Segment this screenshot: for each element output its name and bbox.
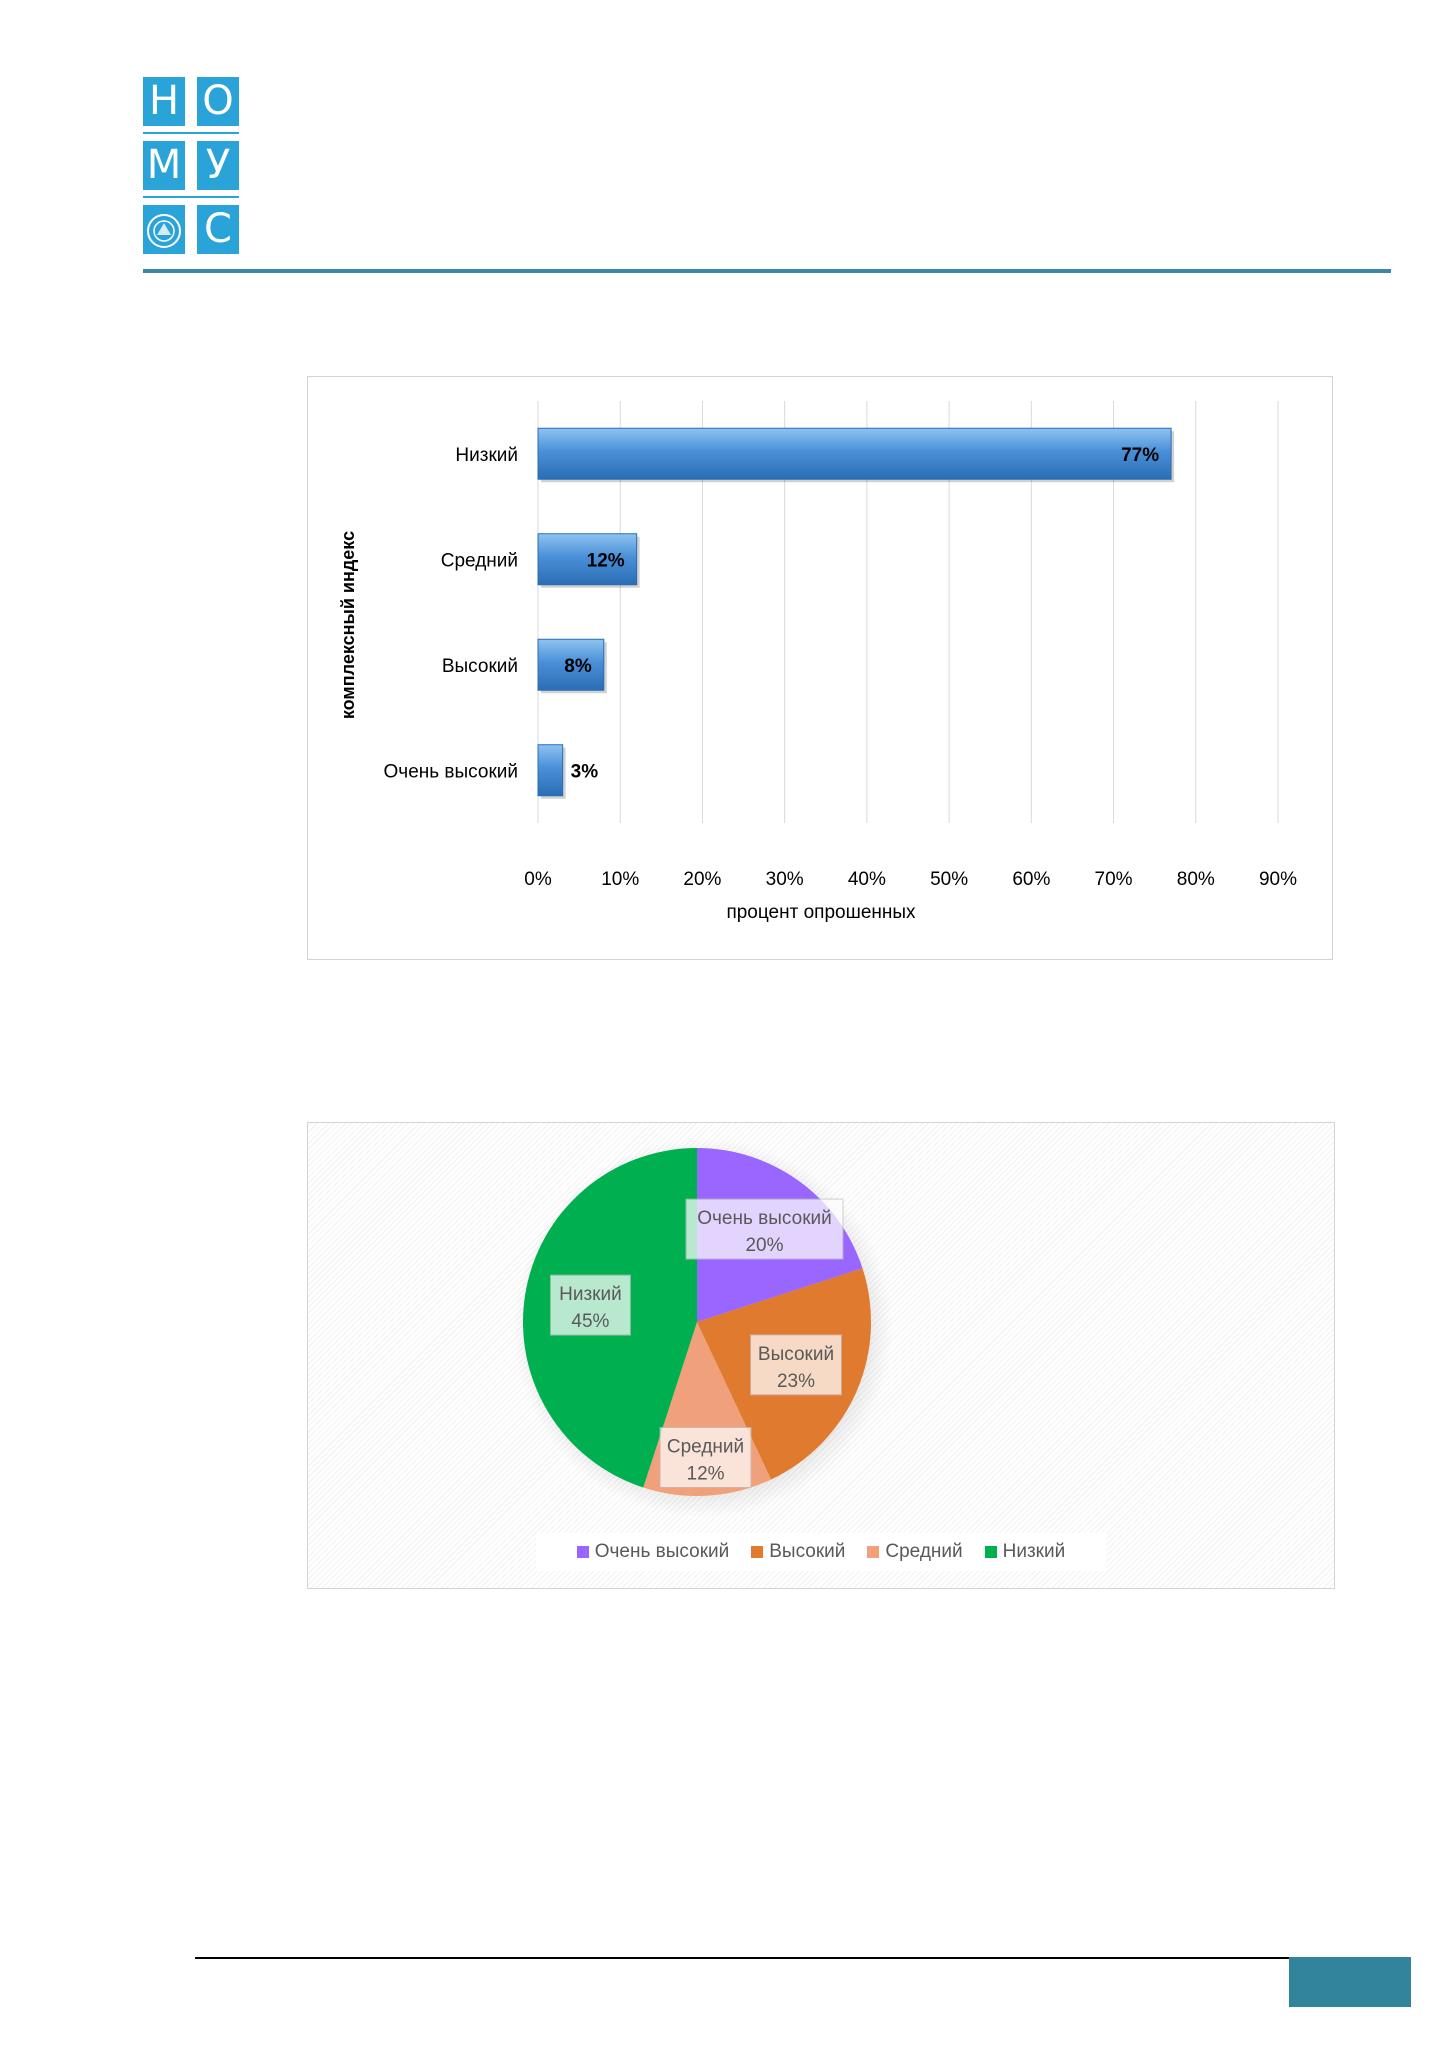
logo-divider	[143, 196, 239, 198]
bar-data-label: 77%	[1121, 445, 1159, 466]
bar-data-label: 8%	[564, 656, 592, 677]
nomus-logo: Н О М У С	[143, 77, 239, 255]
category-label: Очень высокий	[384, 761, 518, 782]
legend-swatch	[867, 1546, 880, 1558]
legend-label: Очень высокий	[594, 1541, 730, 1562]
logo-divider	[143, 132, 239, 134]
bar-data-label: 3%	[571, 761, 599, 782]
x-tick-label: 60%	[1012, 869, 1050, 890]
logo-letter-4: У	[197, 141, 239, 190]
bar	[537, 638, 605, 691]
legend-swatch	[984, 1546, 997, 1558]
pie-label-category: Высокий	[758, 1344, 834, 1365]
page-number-tab	[1289, 1957, 1411, 2007]
pie-label-category: Низкий	[559, 1284, 622, 1305]
logo-letter-3: М	[143, 141, 185, 190]
x-tick-label: 50%	[930, 869, 968, 890]
bar	[537, 427, 1172, 480]
category-label: Низкий	[455, 445, 518, 466]
x-tick-label: 80%	[1177, 869, 1215, 890]
x-tick-label: 40%	[848, 869, 886, 890]
x-tick-label: 10%	[601, 869, 639, 890]
bar	[537, 533, 638, 586]
x-tick-label: 20%	[683, 869, 721, 890]
header-rule	[143, 269, 1391, 273]
logo-letter-2: О	[197, 77, 239, 126]
legend-swatch	[576, 1546, 589, 1558]
pie-data-label: Низкий 45%	[549, 1274, 631, 1336]
y-axis-label: комплексный индекс	[338, 531, 358, 719]
pie-chart: Очень высокий 20% Высокий 23% Средний 12% Низк…	[307, 1122, 1335, 1589]
bar-chart-canvas: 77% 12% 8% 3% Низкий Средний Высокий Очень выс…	[338, 401, 1297, 923]
x-axis-label: процент опрошенных	[726, 902, 916, 923]
pie-data-label: Высокий 23%	[750, 1334, 843, 1396]
bar	[537, 744, 564, 797]
legend-label: Низкий	[1002, 1541, 1066, 1562]
x-tick-label: 90%	[1259, 869, 1297, 890]
legend-item: Высокий	[751, 1541, 845, 1563]
logo-letter-1: Н	[143, 77, 185, 126]
pie-label-category: Очень высокий	[697, 1208, 831, 1229]
legend-swatch	[751, 1546, 764, 1558]
pie-label-percent: 45%	[571, 1311, 609, 1332]
pie-data-label: Очень высокий 20%	[685, 1198, 844, 1260]
legend-label: Средний	[885, 1541, 963, 1562]
bar-data-label: 12%	[587, 550, 625, 571]
pie-label-box	[685, 1198, 844, 1260]
category-label: Средний	[441, 550, 518, 571]
pie-label-percent: 20%	[745, 1235, 783, 1256]
pie-label-box	[659, 1426, 752, 1488]
city-seal-icon	[143, 205, 185, 254]
pie-label-box	[750, 1334, 843, 1396]
pie-label-percent: 23%	[777, 1371, 815, 1392]
x-tick-label: 70%	[1095, 869, 1133, 890]
x-tick-label: 30%	[766, 869, 804, 890]
legend-label: Высокий	[769, 1541, 846, 1562]
pie-legend: Очень высокий Высокий Средний Низкий	[536, 1533, 1106, 1571]
pie-label-category: Средний	[667, 1436, 744, 1457]
x-tick-label: 0%	[524, 869, 552, 890]
footer-rule	[195, 1957, 1411, 1959]
pie-label-percent: 12%	[687, 1463, 725, 1484]
pie-label-box	[549, 1274, 631, 1336]
pie-data-label: Средний 12%	[659, 1426, 752, 1488]
category-label: Высокий	[442, 656, 518, 677]
legend-item: Очень высокий	[576, 1541, 730, 1563]
pie-chart-canvas: Очень высокий 20% Высокий 23% Средний 12% Низк…	[513, 1138, 893, 1518]
legend-item: Средний	[867, 1541, 963, 1563]
logo-letter-6: С	[197, 205, 239, 254]
bar-chart: 77% 12% 8% 3% Низкий Средний Высокий Очень выс…	[307, 376, 1333, 960]
legend-item: Низкий	[984, 1541, 1066, 1563]
